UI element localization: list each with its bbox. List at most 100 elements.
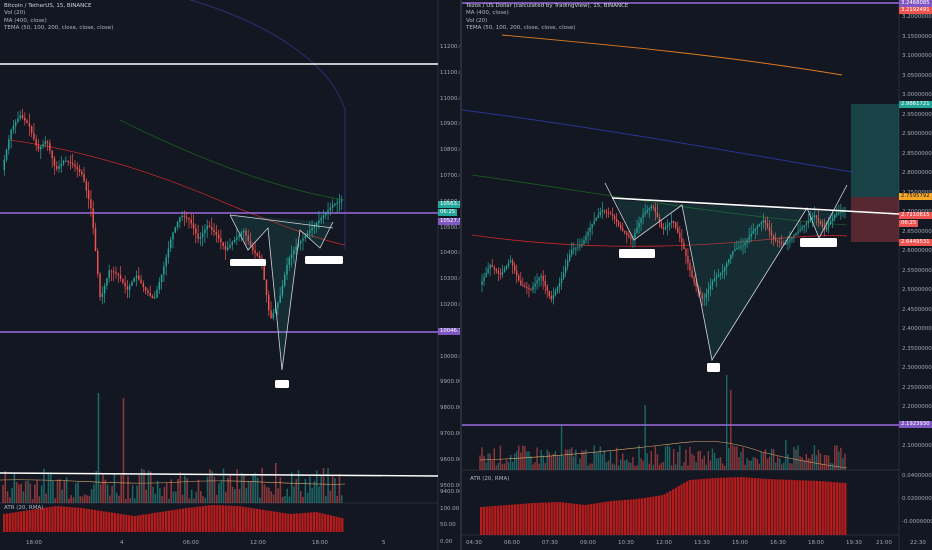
right-volume-bar [817,449,820,470]
right-volume-bar [660,462,663,470]
left-candle [277,302,279,308]
right-candle [789,239,791,242]
left-atr-label[interactable]: ATR (20, RMA) [4,505,44,511]
right-volume-bar [599,446,602,470]
left-atr-bar [250,508,253,532]
right-candle [813,215,816,218]
left-candle [90,199,92,209]
left-candle [306,233,309,236]
left-volume-bar [65,477,68,503]
left-volume-bar [145,489,148,503]
right-volume-bar [603,450,606,470]
left-candle [83,174,85,182]
right-candle [528,288,530,290]
left-left-shoulder-label [230,259,266,266]
right-volume-bar [819,453,822,470]
left-volume-bar [227,477,229,503]
right-candle [579,245,581,247]
right-atr-label[interactable]: ATR (20, RMA) [470,476,510,482]
left-volume-bar [36,479,38,503]
left-candle [151,295,154,299]
right-volume-bar [703,455,705,470]
left-chart-pane[interactable]: Bitcoin / TetherUS, 15, BINANCE Vol (20)… [0,0,468,550]
left-atr-bar [201,506,205,532]
right-indicator-ma[interactable]: MA (400, close) [466,10,509,17]
left-volume-bar [259,497,261,503]
left-candle [299,240,302,244]
left-atr-bar [244,507,247,532]
right-indicator-tema[interactable]: TEMA (50, 100, 200, close, close, close) [466,25,576,32]
right-candle [670,220,673,223]
right-volume-bar [536,447,538,470]
right-price-tick-label: 2.8500000 [902,150,932,157]
right-volume-bar [575,449,577,470]
right-volume-bar [624,460,626,470]
right-atr-bar [570,503,573,535]
right-volume-bar [581,450,583,470]
right-atr-bar [700,479,703,535]
right-atr-bar [638,498,641,535]
right-price-tick-label: 2.2000000 [902,404,932,410]
btc-price-chart[interactable] [0,0,460,550]
left-volume-bar [286,488,288,503]
right-atr-bar [502,505,505,535]
left-volume-bar [136,485,138,503]
left-candle [185,217,188,219]
right-atr-tick-label: -0.0000000 [902,519,932,525]
right-atr-bar [649,496,652,535]
right-entry-tag: 2.7595792 [899,193,932,200]
left-indicator-tema[interactable]: TEMA (50, 100, 200, close, close, close) [4,25,114,32]
right-candle [546,285,548,291]
left-candle [128,285,131,290]
left-symbol-title[interactable]: Bitcoin / TetherUS, 15, BINANCE [4,3,92,9]
right-atr-bar [623,499,627,535]
left-volume-ma [0,479,346,485]
left-atr-bar [167,510,171,532]
right-chart-pane[interactable]: Tezos / US Dollar (calculated by Trading… [462,0,932,550]
right-volume-bar [566,449,569,470]
right-head-label [707,363,720,372]
left-candle [124,282,126,287]
right-candle [679,232,681,238]
left-volume-bar [199,491,202,503]
right-volume-bar [760,452,763,470]
left-candle [140,279,142,284]
left-price-tick-label: 9500.00 [440,482,463,489]
left-price-tick-label: 10300.00 [440,276,467,283]
left-volume-bar [86,495,88,503]
right-candle [495,269,497,272]
right-candle [811,217,814,220]
xtz-price-chart[interactable] [462,0,932,550]
right-volume-bar [579,458,581,470]
left-indicator-ma[interactable]: MA (400, close) [4,17,47,24]
left-volume-bar [99,484,102,503]
right-indicator-vol[interactable]: Vol (20) [466,17,488,24]
right-atr-bar [646,497,649,535]
left-candle [206,225,208,230]
left-candle [158,282,161,290]
right-volume-bar [587,465,589,470]
left-price-tick-label: 9600.00 [440,456,463,463]
left-volume-bar [240,472,243,503]
left-indicator-vol[interactable]: Vol (20) [4,10,26,17]
left-volume-bar [109,495,111,503]
right-candle [534,283,536,287]
right-symbol-title[interactable]: Tezos / US Dollar (calculated by Trading… [466,3,629,9]
pane-divider[interactable] [460,0,462,550]
right-atr-bar [790,479,793,535]
right-volume-bar [520,452,522,470]
right-candle [770,231,773,236]
right-candle [819,220,822,224]
right-volume-bar [503,463,506,470]
right-volume-bar [781,464,783,470]
left-candle [263,264,265,280]
right-candle [516,270,518,276]
right-candle [520,280,522,286]
right-candle [758,224,760,227]
right-volume-bar [509,454,512,470]
right-candle [540,275,542,278]
left-volume-bar [79,496,82,503]
right-volume-bar [638,445,640,470]
left-volume-bar [304,478,307,503]
right-candle [840,212,842,214]
